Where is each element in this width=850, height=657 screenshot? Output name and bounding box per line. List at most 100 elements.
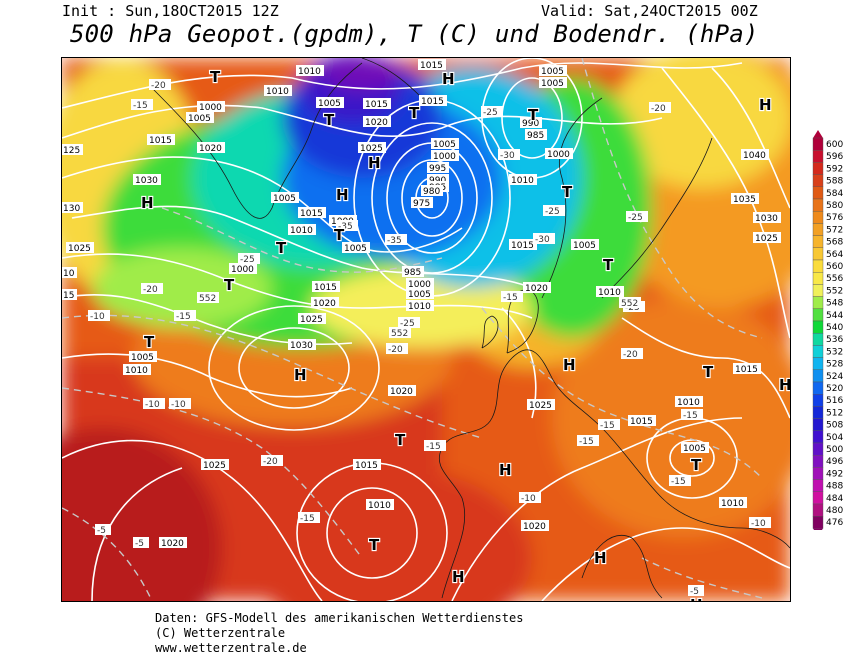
pressure-label: 1020: [523, 282, 551, 294]
high-pressure-marker: H: [779, 376, 790, 394]
legend-swatch: [812, 247, 824, 261]
legend-swatch: [812, 345, 824, 358]
temperature-label-text: -35: [338, 222, 353, 232]
temperature-label: -10: [169, 398, 191, 410]
pressure-label: 1010: [366, 499, 394, 511]
temperature-label-bg: [336, 220, 358, 231]
pressure-label: 1000: [406, 278, 434, 290]
legend-value: 564: [826, 250, 843, 260]
pressure-label-text: 1005: [541, 67, 564, 77]
pressure-label: 1035: [731, 193, 759, 205]
temperature-label-bg: [169, 398, 191, 409]
pressure-label-text: 1010: [125, 366, 148, 376]
field-lime: [92, 248, 272, 328]
weather-map[interactable]: 1010 1015 1005 1005 1010 1000 1005 1005 1015 1015…: [61, 57, 791, 602]
pressure-label-bg: [545, 148, 573, 159]
pressure-label-bg: [298, 313, 326, 324]
pressure-label-text: 1015: [314, 283, 337, 293]
pressure-label-bg: [527, 399, 555, 410]
pressure-label: 1005: [186, 112, 214, 124]
pressure-label: 1015: [312, 281, 340, 293]
legend-value: 528: [826, 360, 843, 370]
temperature-label-text: -20: [143, 285, 158, 295]
pressure-label-bg: [201, 459, 229, 470]
temperature-label-text: -15: [300, 514, 315, 524]
pressure-label-text: 15: [63, 291, 74, 301]
low-pressure-marker: T: [369, 536, 380, 554]
temperature-label-text: -25: [240, 255, 255, 265]
temperature-label-bg: [174, 310, 196, 321]
temperature-label-text: 552: [621, 299, 638, 309]
pressure-label: 975: [411, 197, 433, 209]
pressure-label: 1010: [596, 286, 624, 298]
pressure-label-text: 1005: [318, 99, 341, 109]
pressure-label-text: 1030: [290, 341, 313, 351]
pressure-label-bg: [363, 116, 391, 127]
isobar-line: [62, 104, 663, 139]
pressure-label-bg: [271, 192, 299, 203]
pressure-label: 10: [62, 267, 77, 279]
pressure-label-bg: [419, 95, 447, 106]
temperature-label-text: -10: [751, 519, 766, 529]
temperature-label: -5: [95, 524, 111, 536]
pressure-label-bg: [418, 59, 446, 70]
pressure-label-text: 125: [63, 146, 80, 156]
coastline: [438, 349, 790, 599]
temperature-label-text: -10: [171, 400, 186, 410]
legend-value: 520: [826, 384, 843, 394]
pressure-label-text: 1010: [266, 87, 289, 97]
init-time: Init : Sun,18OCT2015 12Z: [62, 2, 279, 20]
pressure-label: 995: [427, 162, 449, 174]
pressure-label-bg: [741, 149, 769, 160]
temperature-label: 552: [389, 327, 411, 339]
temperature-label: -30: [533, 233, 555, 245]
high-pressure-marker: H: [336, 186, 349, 204]
isotherm-line: [62, 507, 153, 601]
pressure-label-text: 1025: [68, 244, 91, 254]
low-pressure-marker: T: [276, 239, 287, 257]
pressure-label: 1020: [159, 537, 187, 549]
isobar-line: [62, 62, 743, 109]
pressure-label-bg: [62, 289, 77, 300]
pressure-label-text: 1020: [525, 284, 548, 294]
temperature-label-text: 552: [391, 329, 408, 339]
temperature-label-text: -10: [521, 494, 536, 504]
pressure-label-text: 1015: [421, 97, 444, 107]
temperature-label-text: -20: [651, 104, 666, 114]
pressure-label-bg: [312, 281, 340, 292]
pressure-label-bg: [353, 459, 381, 470]
pressure-label-text: 1020: [365, 118, 388, 128]
pressure-label-text: 10: [63, 269, 75, 279]
temperature-label-text: -25: [400, 319, 415, 329]
pressure-label: 1005: [571, 239, 599, 251]
pressure-label: 1010: [288, 224, 316, 236]
pressure-label: 1040: [741, 149, 769, 161]
pressure-label-text: 1000: [433, 152, 456, 162]
temperature-label-bg: [386, 343, 408, 354]
pressure-label-bg: [431, 138, 459, 149]
temperature-label: -35: [336, 220, 358, 232]
footer-data-source: Daten: GFS-Modell des amerikanischen Wet…: [155, 611, 524, 625]
pressure-label-text: 1005: [541, 79, 564, 89]
legend-swatch: [812, 271, 824, 285]
legend-swatch: [812, 455, 824, 468]
pressure-label-text: 1025: [203, 461, 226, 471]
legend-swatch: [812, 320, 824, 334]
pressure-label-text: 990: [522, 119, 539, 129]
pressure-label-text: 995: [429, 164, 446, 174]
legend-swatch: [812, 210, 824, 224]
pressure-label-text: 1015: [300, 209, 323, 219]
pressure-label-text: 975: [413, 199, 430, 209]
legend-swatch: [812, 174, 824, 187]
temperature-label-text: -5: [97, 526, 106, 536]
low-pressure-marker: T: [703, 363, 714, 381]
temperature-label: -15: [131, 99, 153, 111]
isobar-line: [711, 67, 790, 209]
legend-swatch: [812, 381, 824, 395]
legend-swatch: [812, 198, 824, 212]
temperature-label-bg: [389, 327, 411, 338]
footer-website[interactable]: www.wetterzentrale.de: [155, 641, 307, 655]
pressure-label: 1025: [358, 142, 386, 154]
temperature-label: -20: [141, 283, 163, 295]
temperature-label-text: -5: [690, 587, 699, 597]
